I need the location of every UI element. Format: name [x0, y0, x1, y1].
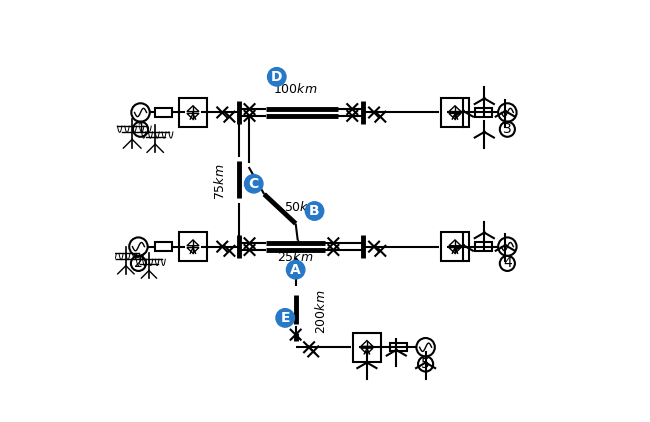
Text: 1: 1: [136, 122, 145, 136]
Circle shape: [395, 349, 397, 351]
Text: 3: 3: [503, 122, 512, 136]
Circle shape: [463, 244, 464, 246]
Text: B: B: [309, 204, 320, 218]
Text: $50km$: $50km$: [283, 200, 320, 214]
Text: D: D: [271, 70, 283, 84]
Bar: [179, 232, 207, 261]
Text: $200km$: $200km$: [314, 289, 328, 334]
Text: $75km$: $75km$: [213, 163, 228, 200]
Text: A: A: [291, 262, 301, 277]
Bar: [441, 98, 469, 127]
Circle shape: [268, 68, 286, 86]
Circle shape: [366, 362, 368, 363]
Circle shape: [484, 131, 485, 133]
Bar: [155, 243, 172, 251]
Bar: [352, 333, 382, 362]
Bar: [475, 243, 492, 251]
Circle shape: [504, 244, 506, 246]
Bar: [179, 98, 207, 127]
Text: E: E: [280, 311, 290, 325]
Circle shape: [463, 110, 464, 112]
Text: $100km$: $100km$: [274, 82, 318, 96]
Bar: [155, 108, 172, 116]
Text: C: C: [248, 177, 259, 191]
Text: $25km$: $25km$: [278, 250, 314, 264]
Bar: [390, 343, 407, 352]
Text: 5: 5: [421, 357, 430, 371]
Circle shape: [504, 110, 506, 112]
Circle shape: [276, 308, 294, 327]
Circle shape: [484, 232, 485, 233]
Bar: [475, 108, 492, 116]
Circle shape: [306, 202, 324, 220]
Circle shape: [425, 362, 426, 363]
Text: 4: 4: [503, 257, 512, 271]
Circle shape: [287, 260, 305, 279]
Text: 2: 2: [134, 257, 143, 271]
Bar: [441, 232, 469, 261]
Circle shape: [484, 97, 485, 99]
Circle shape: [244, 175, 263, 193]
